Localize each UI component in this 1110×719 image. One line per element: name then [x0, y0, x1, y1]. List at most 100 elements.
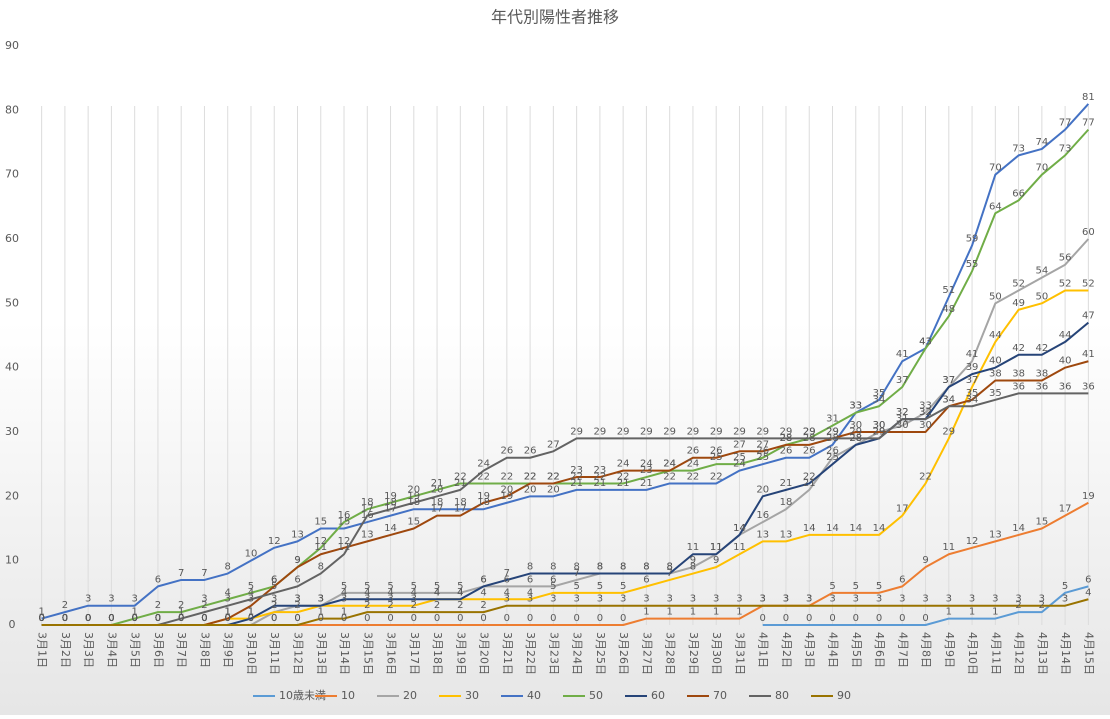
- x-tick-label: 3月5日: [129, 632, 142, 668]
- x-tick-label: 4月10日: [966, 632, 979, 675]
- data-label: 0: [62, 613, 68, 624]
- data-label: 0: [62, 613, 68, 624]
- data-label: 21: [617, 478, 630, 489]
- data-label: 0: [108, 613, 114, 624]
- data-label: 17: [384, 504, 397, 515]
- x-tick-label: 4月6日: [873, 632, 886, 668]
- data-label: 0: [38, 613, 44, 624]
- data-label: 0: [85, 613, 91, 624]
- data-label: 1: [248, 607, 254, 618]
- data-label: 6: [271, 574, 277, 585]
- data-label: 2: [62, 600, 68, 611]
- data-label: 28: [826, 433, 839, 444]
- data-label: 36: [1059, 381, 1072, 392]
- data-label: 17: [896, 504, 909, 515]
- data-label: 35: [989, 388, 1002, 399]
- data-label: 3: [504, 594, 510, 605]
- data-label: 3: [1039, 594, 1045, 605]
- data-label: 0: [783, 613, 789, 624]
- data-label: 11: [710, 542, 723, 553]
- data-label: 47: [1082, 311, 1095, 322]
- data-label: 18: [780, 497, 793, 508]
- data-label: 0: [480, 613, 486, 624]
- data-label: 0: [85, 613, 91, 624]
- data-label: 3: [294, 594, 300, 605]
- data-label: 6: [899, 574, 905, 585]
- data-label: 30: [873, 420, 886, 431]
- data-label: 33: [849, 401, 862, 412]
- x-tick-label: 3月4日: [105, 632, 118, 668]
- data-label: 1: [38, 607, 44, 618]
- data-label: 0: [341, 613, 347, 624]
- legend-label: 20: [403, 689, 417, 702]
- data-label: 52: [1059, 278, 1072, 289]
- data-label: 29: [803, 426, 816, 437]
- x-tick-label: 4月9日: [943, 632, 956, 668]
- data-label: 11: [710, 542, 723, 553]
- data-label: 0: [85, 613, 91, 624]
- legend-label: 90: [837, 689, 851, 702]
- x-tick-label: 4月13日: [1036, 632, 1049, 675]
- data-label: 21: [431, 478, 444, 489]
- data-label: 4: [434, 587, 440, 598]
- data-label: 0: [225, 613, 231, 624]
- x-tick-label: 3月7日: [175, 632, 188, 668]
- x-tick-label: 4月11日: [989, 632, 1002, 675]
- y-tick-label: 30: [5, 425, 19, 438]
- x-tick-label: 3月29日: [687, 632, 700, 675]
- data-label: 0: [108, 613, 114, 624]
- data-label: 0: [155, 613, 161, 624]
- data-label: 0: [178, 613, 184, 624]
- data-label: 3: [922, 594, 928, 605]
- data-label: 29: [733, 426, 746, 437]
- data-label: 22: [919, 471, 932, 482]
- data-label: 29: [826, 426, 839, 437]
- data-label: 34: [966, 394, 979, 405]
- data-label: 8: [597, 562, 603, 573]
- data-label: 59: [966, 233, 979, 244]
- data-label: 3: [736, 594, 742, 605]
- y-tick-label: 80: [5, 103, 19, 116]
- data-label: 35: [873, 388, 886, 399]
- data-label: 29: [756, 426, 769, 437]
- data-label: 14: [1012, 523, 1025, 534]
- data-label: 20: [547, 484, 560, 495]
- data-label: 3: [85, 594, 91, 605]
- data-label: 29: [873, 426, 886, 437]
- data-label: 29: [710, 426, 723, 437]
- data-label: 1: [178, 607, 184, 618]
- data-label: 3: [108, 594, 114, 605]
- data-label: 3: [992, 594, 998, 605]
- data-label: 20: [431, 484, 444, 495]
- data-label: 0: [108, 613, 114, 624]
- data-label: 1: [992, 607, 998, 618]
- data-label: 21: [780, 478, 793, 489]
- data-label: 0: [597, 613, 603, 624]
- data-label: 23: [640, 465, 653, 476]
- data-label: 5: [876, 581, 882, 592]
- data-label: 3: [969, 594, 975, 605]
- data-label: 0: [155, 613, 161, 624]
- data-label: 43: [919, 336, 932, 347]
- data-label: 17: [431, 504, 444, 515]
- data-label: 0: [411, 613, 417, 624]
- data-label: 0: [760, 613, 766, 624]
- data-label: 3: [690, 594, 696, 605]
- data-label: 34: [942, 394, 955, 405]
- data-label: 28: [849, 433, 862, 444]
- data-label: 29: [663, 426, 676, 437]
- data-label: 8: [666, 562, 672, 573]
- data-label: 15: [314, 517, 327, 528]
- data-label: 37: [966, 375, 979, 386]
- data-label: 29: [803, 426, 816, 437]
- data-label: 44: [989, 330, 1002, 341]
- data-label: 36: [1035, 381, 1048, 392]
- data-label: 6: [294, 574, 300, 585]
- data-label: 5: [1062, 581, 1068, 592]
- data-label: 6: [1085, 574, 1091, 585]
- data-label: 22: [594, 471, 607, 482]
- data-label: 6: [527, 574, 533, 585]
- data-label: 1: [736, 607, 742, 618]
- data-label: 66: [1012, 188, 1025, 199]
- data-label: 21: [640, 478, 653, 489]
